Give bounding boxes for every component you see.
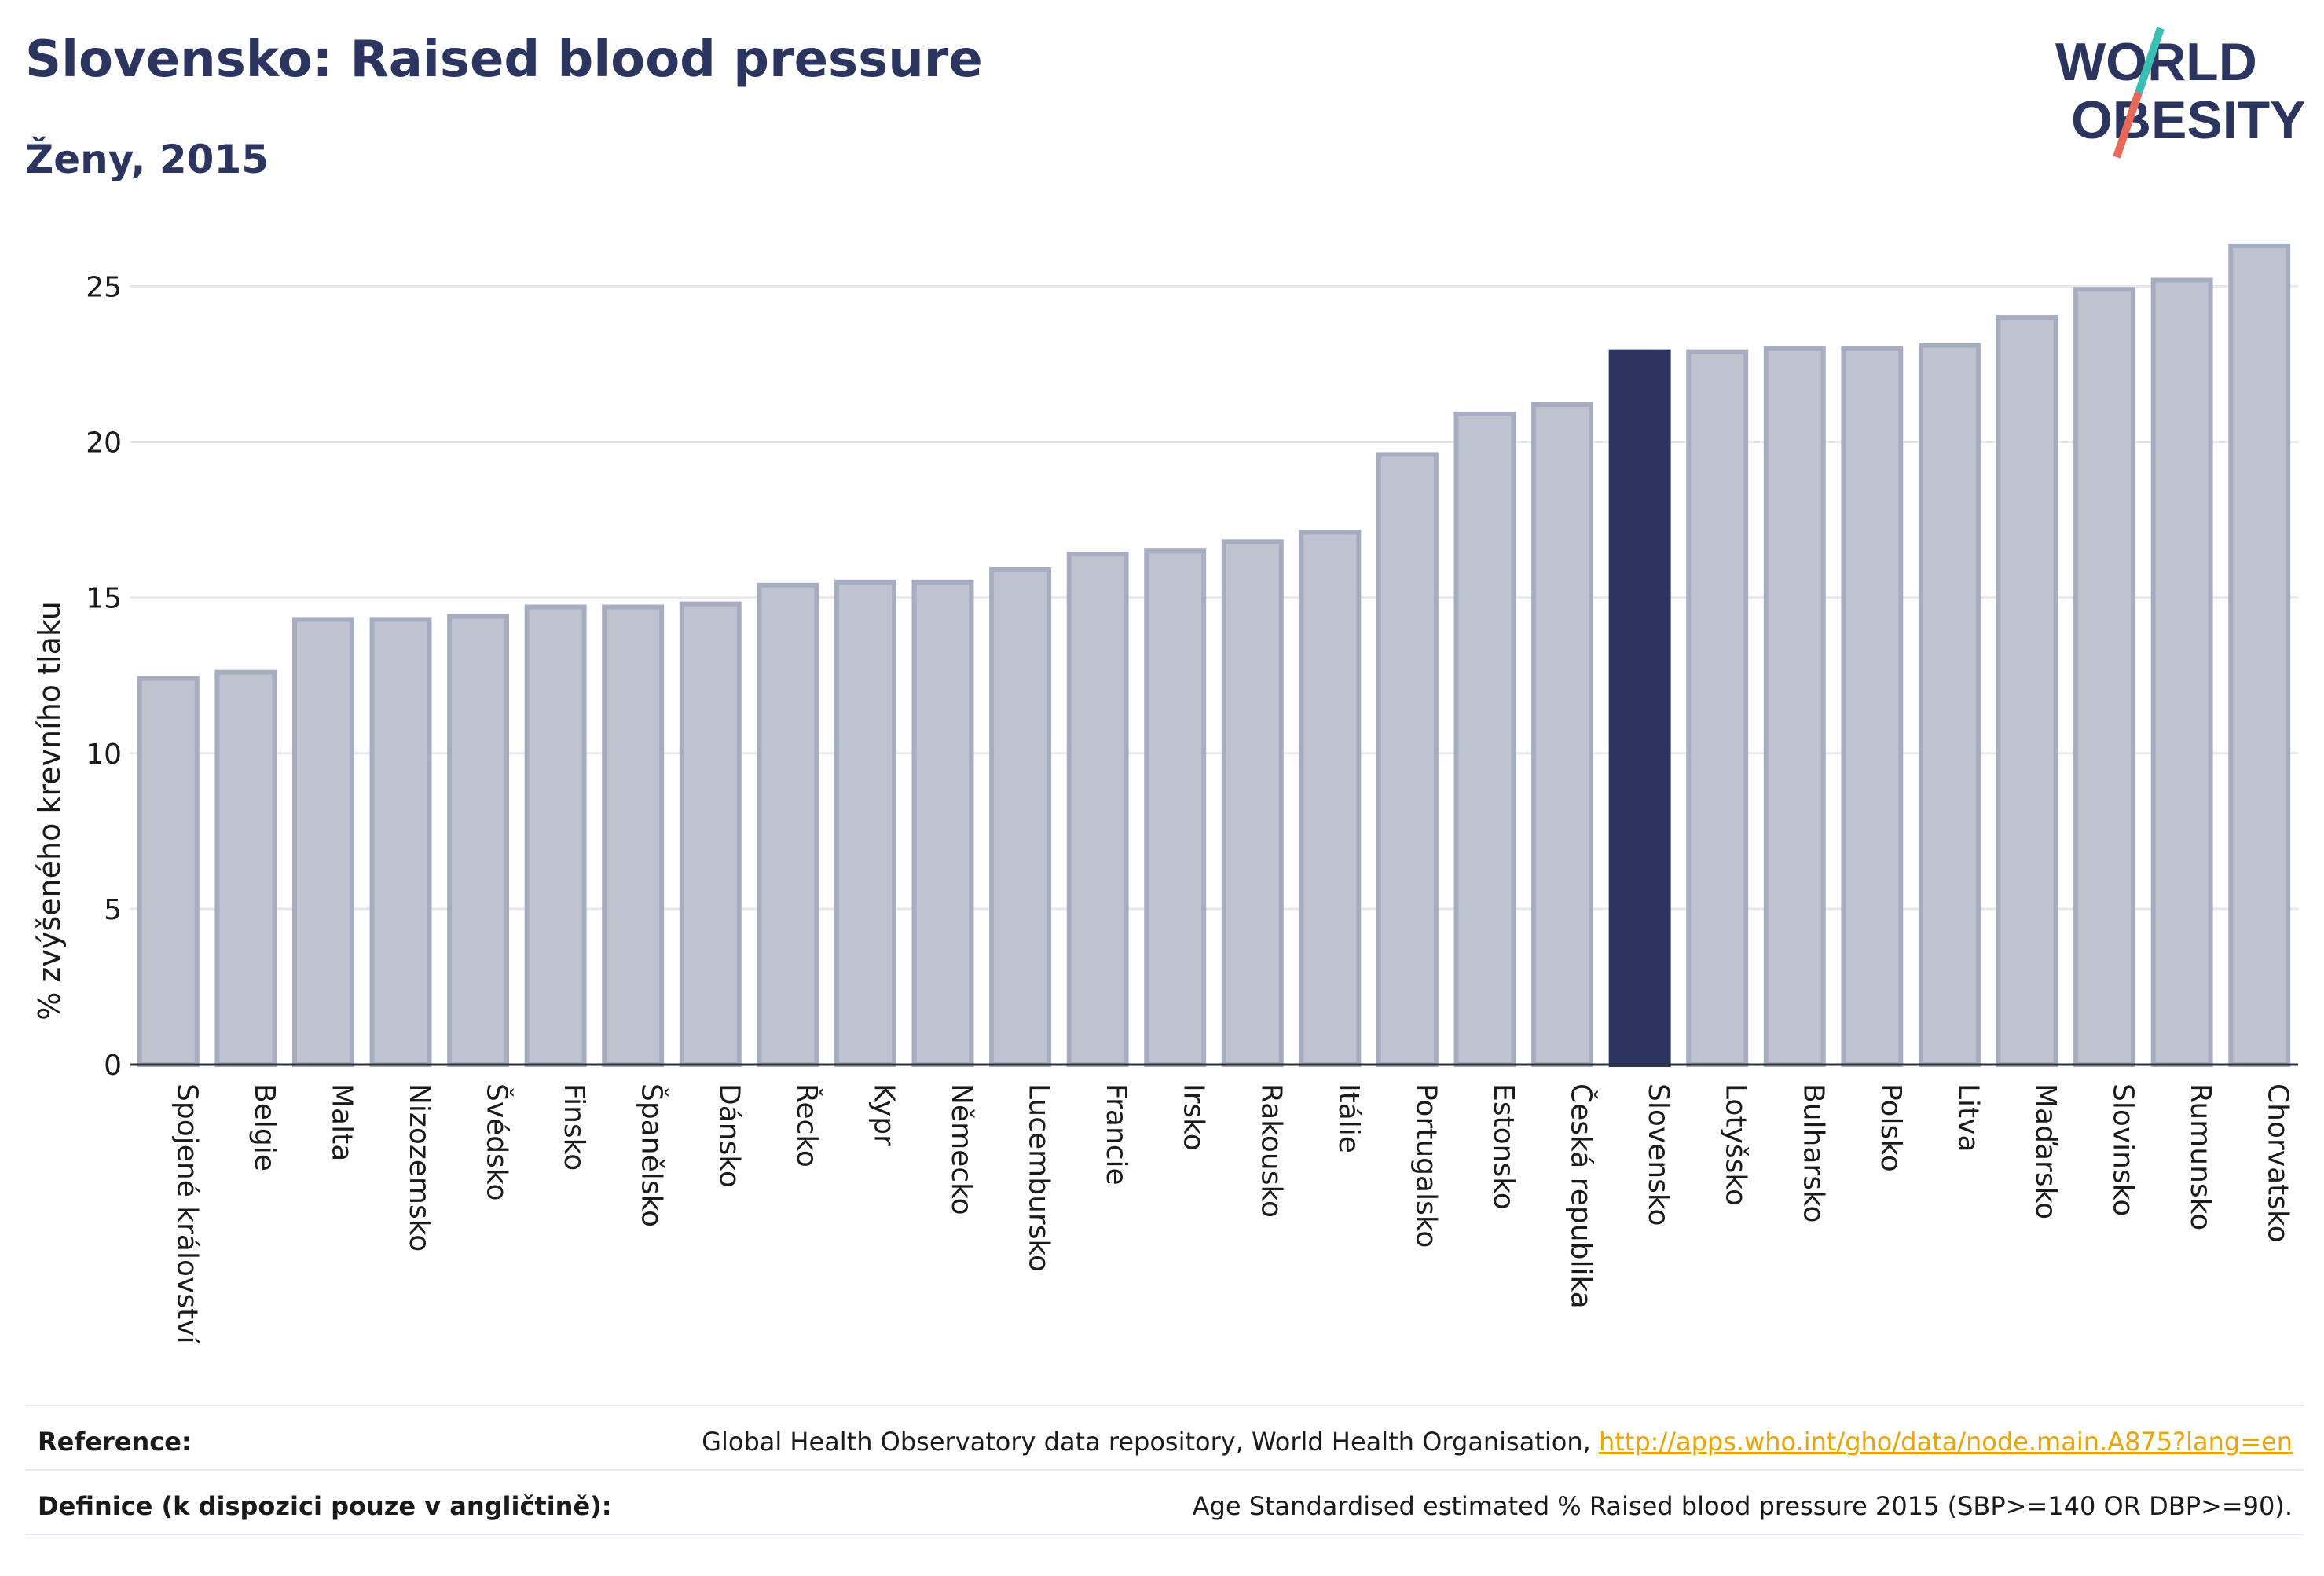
bar-14 — [1221, 539, 1284, 1067]
x-tick-label: Itálie — [1332, 1083, 1365, 1153]
definition-value: Age Standardised estimated % Raised bloo… — [1192, 1491, 2293, 1521]
bar-5 — [524, 604, 587, 1067]
x-axis: Spojené království Belgie Malta Nizozemsko Š… — [130, 1063, 2298, 1345]
bar-26 — [2150, 277, 2213, 1067]
x-tick-label: Finsko — [558, 1083, 590, 1171]
bar-10 — [911, 579, 974, 1067]
bar-25 — [2073, 287, 2136, 1067]
bar-11 — [989, 567, 1052, 1067]
bar-0 — [137, 676, 200, 1067]
x-tick-label: Rumunsko — [2184, 1083, 2216, 1230]
definition-label: Definice (k dispozici pouze v angličtině… — [38, 1491, 612, 1521]
x-tick-label: Rakousko — [1255, 1083, 1287, 1218]
y-tick-label: 15 — [86, 583, 122, 615]
bar-2 — [291, 617, 354, 1067]
x-tick-label: Polsko — [1875, 1083, 1907, 1172]
y-tick-label: 10 — [86, 739, 122, 771]
chart-subtitle: Ženy, 2015 — [25, 137, 269, 182]
x-tick-label: Slovinsko — [2107, 1083, 2139, 1216]
x-tick-label: Dánsko — [713, 1083, 745, 1188]
bar-13 — [1144, 548, 1207, 1067]
logo-word-obesity: OBESITY — [2071, 90, 2306, 150]
y-axis-label: % zvýšeného krevního tlaku — [32, 601, 67, 1021]
x-tick-label: Portugalsko — [1409, 1083, 1442, 1248]
footer-divider-bottom — [25, 1534, 2304, 1535]
reference-row: Reference: Global Health Observatory dat… — [38, 1414, 2293, 1469]
x-tick-label: Francie — [1100, 1083, 1132, 1186]
x-tick-label: Estonsko — [1487, 1083, 1519, 1210]
bars — [137, 243, 2291, 1068]
reference-text: Global Health Observatory data repositor… — [702, 1427, 1599, 1457]
x-tick-label: Německo — [945, 1083, 977, 1215]
bar-6 — [602, 604, 665, 1067]
bar-22 — [1841, 346, 1904, 1067]
bar-19 — [1608, 349, 1671, 1068]
bar-16 — [1376, 452, 1439, 1067]
bar-23 — [1918, 343, 1981, 1067]
x-tick-label: Lotyšsko — [1720, 1083, 1752, 1206]
x-tick-label: Chorvatsko — [2262, 1083, 2294, 1243]
y-axis: 0 5 10 15 20 25 — [86, 271, 122, 1082]
bar-chart: 0 5 10 15 20 25 Spojené království Belgie Malta… — [32, 243, 2298, 1345]
footer-divider-middle — [25, 1469, 2304, 1471]
bar-18 — [1531, 402, 1594, 1067]
y-tick-label: 5 — [104, 894, 122, 926]
bar-24 — [1996, 315, 2058, 1068]
chart-title: Slovensko: Raised blood pressure — [25, 31, 983, 89]
definition-row: Definice (k dispozici pouze v angličtině… — [38, 1479, 2293, 1534]
bar-4 — [447, 614, 510, 1067]
bar-27 — [2228, 243, 2291, 1067]
x-tick-label: Maďarsko — [2029, 1083, 2062, 1219]
x-tick-label: Bulharsko — [1797, 1083, 1829, 1223]
x-tick-label: Irsko — [1178, 1083, 1210, 1151]
bar-7 — [679, 601, 742, 1067]
x-tick-label: Řecko — [790, 1083, 823, 1167]
bar-8 — [757, 582, 819, 1067]
world-obesity-logo: WORLD OBESITY — [2055, 27, 2306, 159]
x-tick-label: Švédsko — [481, 1083, 514, 1201]
bar-17 — [1453, 411, 1516, 1067]
y-tick-label: 20 — [86, 427, 122, 460]
x-tick-label: Česká republika — [1565, 1083, 1598, 1309]
logo-slash-top — [2135, 27, 2165, 94]
x-tick-label: Lucembursko — [1023, 1083, 1055, 1272]
x-tick-label: Slovensko — [1642, 1083, 1674, 1226]
x-tick-label: Malta — [325, 1083, 357, 1161]
reference-value: Global Health Observatory data repositor… — [702, 1414, 2293, 1469]
bar-3 — [369, 617, 432, 1067]
bar-1 — [214, 669, 277, 1067]
bar-20 — [1686, 349, 1749, 1068]
reference-label: Reference: — [38, 1427, 192, 1457]
x-tick-label: Litva — [1952, 1083, 1984, 1153]
x-tick-label: Nizozemsko — [403, 1083, 435, 1252]
bar-15 — [1299, 530, 1362, 1067]
x-tick-label: Kypr — [867, 1083, 900, 1146]
footer-divider-top — [25, 1405, 2304, 1406]
x-tick-label: Belgie — [248, 1083, 280, 1171]
bar-12 — [1066, 552, 1129, 1067]
x-tick-label: Spojené království — [170, 1083, 203, 1345]
y-tick-label: 25 — [86, 271, 122, 303]
reference-link[interactable]: http://apps.who.int/gho/data/node.main.A… — [1598, 1427, 2293, 1457]
bar-9 — [834, 579, 896, 1067]
y-tick-label: 0 — [104, 1050, 122, 1082]
x-tick-label: Španělsko — [636, 1083, 669, 1227]
logo-slash-bottom — [2113, 91, 2143, 159]
bar-21 — [1763, 346, 1826, 1067]
